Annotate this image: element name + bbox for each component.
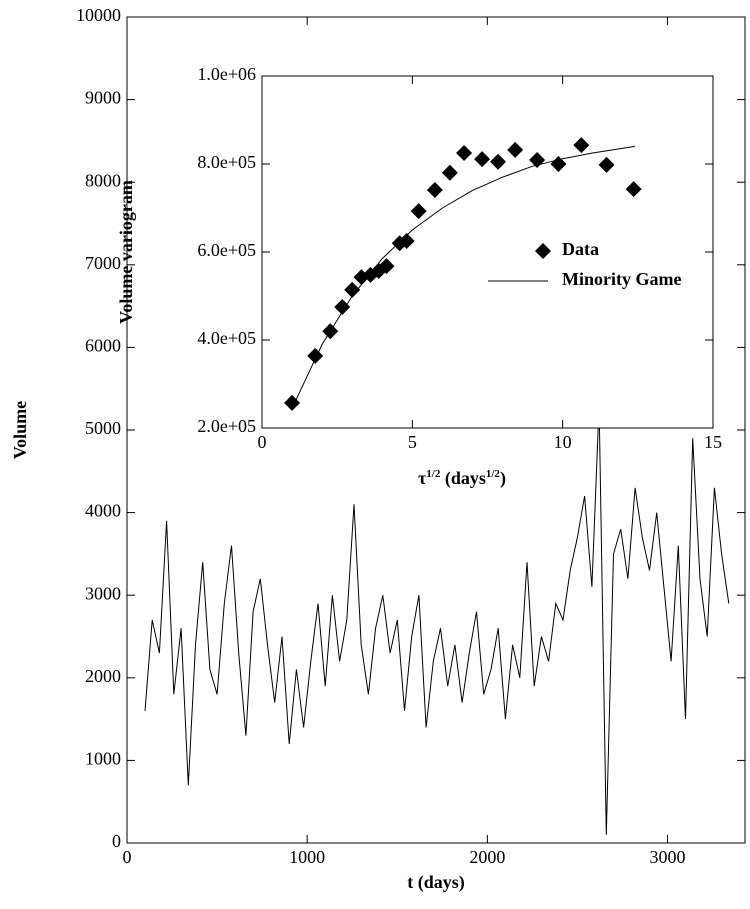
- data-point: [573, 137, 590, 154]
- legend-label: Data: [562, 239, 599, 259]
- y-tick-label: 1000: [85, 749, 121, 769]
- data-point: [550, 156, 567, 172]
- y-tick-label: 4000: [85, 501, 121, 521]
- y-tick-label: 6000: [85, 336, 121, 356]
- x-axis-label-part: 1/2: [486, 468, 501, 480]
- x-tick-label: 1000: [289, 847, 325, 867]
- data-point: [456, 145, 473, 161]
- plot-frame: [261, 75, 714, 429]
- x-axis-label-part: τ: [418, 468, 427, 488]
- data-point: [441, 164, 458, 181]
- fit-line: [291, 145, 635, 409]
- y-tick-label: 0: [112, 831, 121, 851]
- x-tick-label: 10: [554, 432, 572, 452]
- y-tick-label: 7000: [85, 253, 121, 273]
- data-point: [334, 299, 351, 315]
- legend-marker: [535, 243, 551, 259]
- y-tick-label: 10000: [76, 5, 121, 25]
- x-tick-label: 15: [704, 432, 722, 452]
- data-point: [378, 258, 395, 275]
- y-tick-label: 3000: [85, 583, 121, 603]
- x-axis-label-part: 1/2: [426, 468, 441, 480]
- x-tick-label: 5: [408, 432, 417, 452]
- y-tick-label: 2000: [85, 666, 121, 686]
- x-axis-label: τ1/2 (days1/2): [418, 468, 506, 490]
- y-tick-label: 8.0e+05: [197, 152, 256, 172]
- data-point: [625, 181, 642, 198]
- x-axis-label-part: (days: [440, 468, 486, 489]
- data-point: [410, 203, 427, 220]
- y-tick-label: 2.0e+05: [197, 416, 256, 436]
- y-tick-label: 9000: [85, 88, 121, 108]
- data-point: [426, 181, 443, 198]
- x-axis-label-part: ): [500, 468, 506, 489]
- y-axis-label: Volume: [10, 401, 30, 459]
- x-axis-label: t (days): [407, 872, 465, 893]
- volume-line: [144, 405, 730, 835]
- y-tick-label: 6.0e+05: [197, 240, 256, 260]
- data-point: [307, 347, 324, 364]
- data-point: [490, 153, 507, 170]
- y-tick-label: 1.0e+06: [197, 64, 256, 84]
- y-tick-label: 5000: [85, 418, 121, 438]
- data-point: [398, 233, 415, 249]
- legend-label: Minority Game: [562, 269, 681, 289]
- x-tick-label: 2000: [469, 847, 505, 867]
- x-tick-label: 3000: [650, 847, 686, 867]
- x-tick-label: 0: [258, 432, 267, 452]
- data-point: [344, 281, 361, 298]
- y-tick-label: 4.0e+05: [197, 328, 256, 348]
- data-point: [474, 151, 491, 168]
- data-point: [598, 156, 615, 173]
- y-tick-label: 8000: [85, 170, 121, 190]
- x-tick-label: 0: [123, 847, 132, 867]
- data-point: [507, 141, 524, 158]
- y-axis-label: Volume variogram: [116, 180, 136, 324]
